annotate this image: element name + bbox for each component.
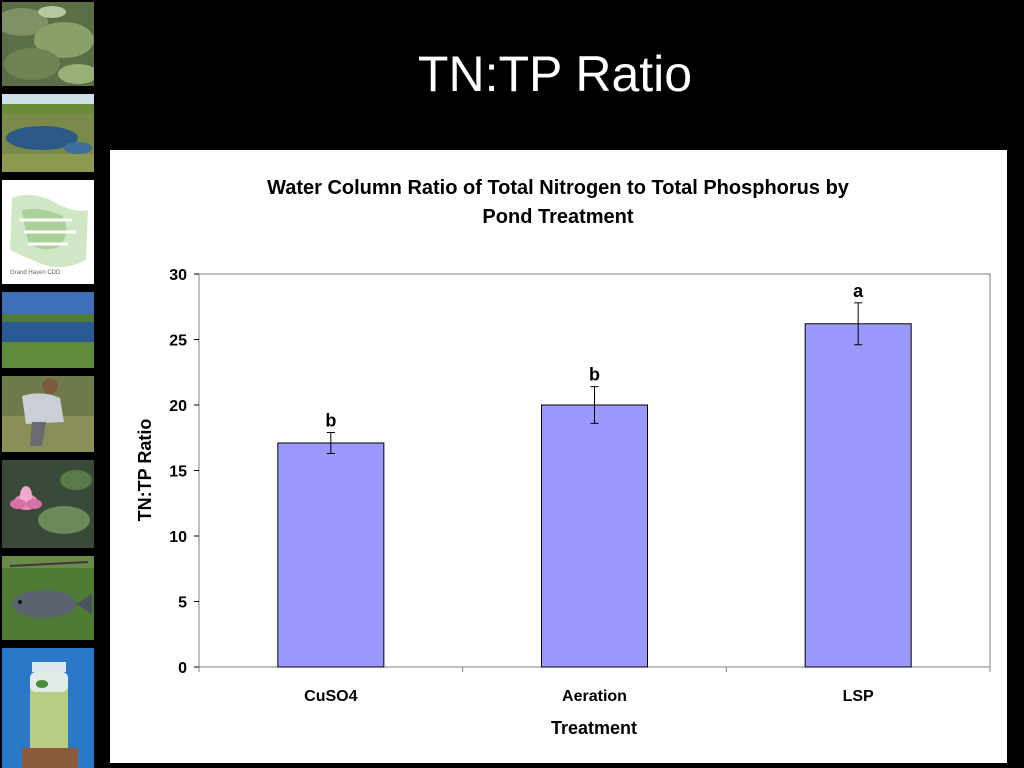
chart-title-line-2: Pond Treatment: [482, 206, 633, 228]
x-tick-label: LSP: [843, 688, 874, 705]
bar-cuso4: [277, 442, 385, 668]
slide-title: TN:TP Ratio: [417, 46, 693, 102]
fish-photo: [2, 556, 94, 640]
bar-chart: Water Column Ratio of Total Nitrogen to …: [135, 177, 991, 738]
y-tick-label: 20: [169, 398, 187, 415]
chart-panel: Water Column Ratio of Total Nitrogen to …: [110, 150, 1007, 763]
bar-lsp: [804, 323, 912, 668]
y-tick-label: 30: [169, 267, 187, 284]
x-tick-label: CuSO4: [304, 688, 357, 705]
significance-label: b: [589, 365, 600, 385]
water-lily-photo: [2, 460, 94, 548]
significance-label: b: [325, 411, 336, 431]
x-axis-label: Treatment: [551, 718, 637, 738]
algae-pond-photo: [2, 2, 94, 86]
y-tick-label: 0: [178, 660, 187, 677]
y-tick-label: 25: [169, 333, 187, 350]
chart-title-line-1: Water Column Ratio of Total Nitrogen to …: [267, 177, 850, 199]
y-tick-label: 15: [169, 464, 187, 481]
map-caption: Grand Haven CDD: [10, 270, 61, 276]
marsh-pond-photo: [2, 94, 94, 172]
x-tick-label: Aeration: [562, 688, 627, 705]
y-axis-label: TN:TP Ratio: [135, 419, 155, 522]
bar-aeration: [541, 404, 648, 668]
pond-landscape-photo: [2, 292, 94, 368]
water-sample-jar-photo: [2, 648, 94, 768]
site-map-image: Grand Haven CDD: [2, 180, 94, 284]
y-tick-label: 5: [178, 595, 187, 612]
significance-label: a: [853, 281, 864, 301]
plot-area: 0 5 10 15 20 25 30 b CuSO4 b Aeration a LSP: [169, 267, 991, 705]
image-sidebar: Grand Haven CDD: [0, 0, 96, 768]
field-sampling-photo: [2, 376, 94, 452]
y-tick-label: 10: [169, 529, 187, 546]
